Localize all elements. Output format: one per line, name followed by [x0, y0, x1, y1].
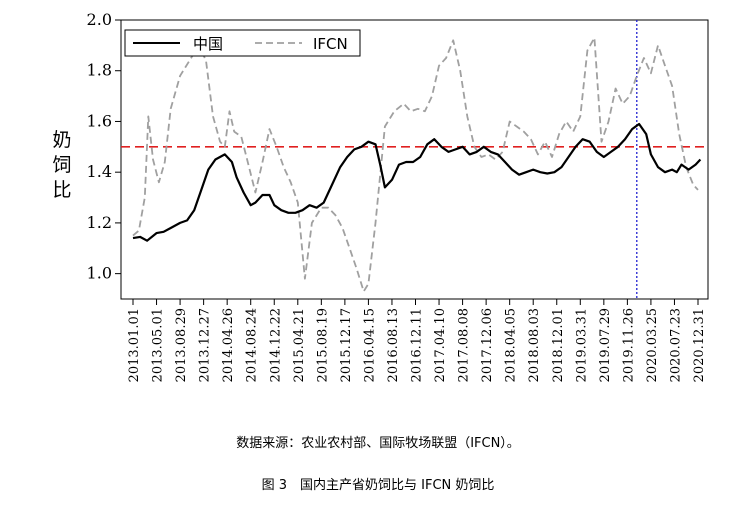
x-tick-label: 2015.04.21	[292, 308, 307, 382]
x-tick-label: 2016.12.11	[410, 308, 425, 382]
source-note: 数据来源：农业农村部、国际牧场联盟（IFCN）。	[236, 436, 520, 451]
y-tick-label: 1.4	[87, 162, 112, 181]
x-tick-label: 2017.12.06	[480, 308, 495, 382]
x-tick-label: 2018.12.01	[551, 308, 566, 382]
y-tick-label: 1.8	[87, 61, 112, 80]
y-tick-label: 1.2	[87, 213, 112, 232]
figure-caption: 图 3 国内主产省奶饲比与 IFCN 奶饲比	[261, 478, 495, 493]
x-tick-label: 2014.12.22	[268, 308, 283, 382]
plot-area	[120, 19, 709, 300]
x-tick-label: 2020.03.25	[645, 308, 660, 382]
plot-frame	[120, 19, 709, 300]
x-tick-label: 2015.12.17	[339, 308, 354, 382]
x-tick-label: 2020.07.23	[668, 308, 683, 382]
y-tick-label: 1.0	[87, 264, 112, 283]
series-line-china	[132, 122, 702, 242]
x-tick-label: 2013.01.01	[127, 308, 142, 382]
series-layer	[121, 20, 708, 299]
x-tick-label: 2013.08.29	[174, 308, 189, 382]
y-axis: 1.0 1.2 1.4 1.6 1.8 2.0	[87, 10, 121, 283]
series-line-ifcn	[132, 36, 699, 293]
legend-label-ifcn: IFCN	[313, 35, 348, 53]
x-tick-label: 2017.08.08	[457, 308, 472, 382]
y-axis-label: 奶饲比	[52, 129, 72, 201]
x-tick-label: 2015.08.19	[315, 308, 330, 382]
y-tick-label: 1.6	[87, 111, 112, 130]
x-tick-label: 2019.07.29	[598, 308, 613, 382]
x-tick-label: 2014.04.26	[221, 308, 236, 382]
x-tick-label: 2019.11.26	[621, 308, 636, 382]
x-tick-label: 2013.05.01	[151, 308, 166, 382]
x-tick-label: 2016.08.13	[386, 308, 401, 382]
x-tick-label: 2017.04.10	[433, 308, 448, 382]
x-tick-label: 2020.12.31	[692, 308, 707, 382]
legend: 中国 IFCN	[124, 29, 361, 57]
x-axis: 2013.01.01 2013.05.01 2013.08.29 2013.12.27…	[127, 299, 707, 382]
legend-label-china: 中国	[193, 35, 223, 53]
y-tick-label: 2.0	[87, 10, 112, 29]
x-tick-label: 2019.03.31	[574, 308, 589, 382]
x-tick-label: 2018.04.05	[504, 308, 519, 382]
x-tick-label: 2016.04.15	[362, 308, 377, 382]
x-tick-label: 2014.08.24	[245, 308, 260, 382]
x-tick-label: 2013.12.27	[198, 308, 213, 382]
x-tick-label: 2018.08.03	[527, 308, 542, 382]
chart: 1.01.21.41.61.82.0 2013.01.01 2013.05.01 2…	[87, 10, 709, 382]
